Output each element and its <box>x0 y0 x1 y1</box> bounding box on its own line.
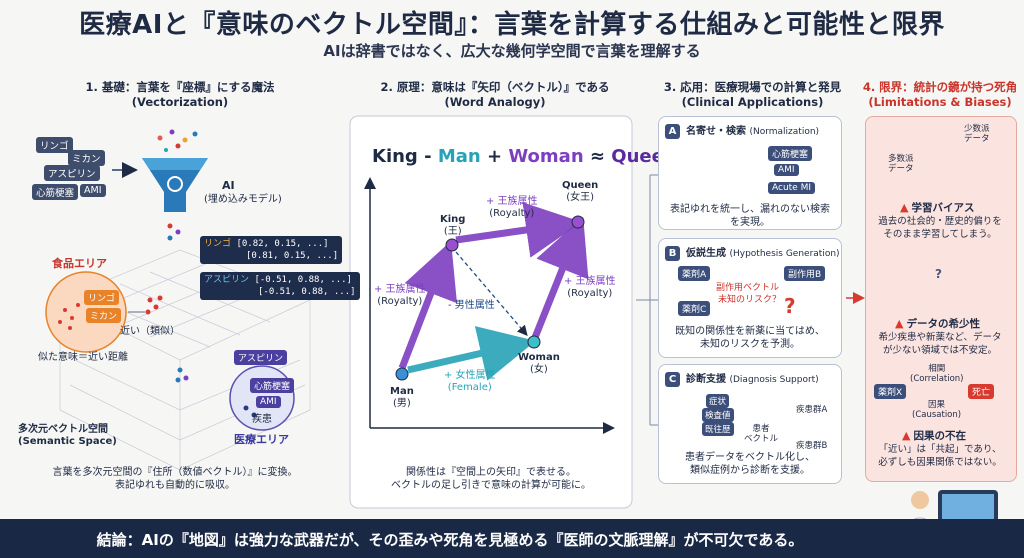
analogy-panel <box>349 115 633 509</box>
disease-group-a: 疾患群A <box>796 405 828 415</box>
unknown-risk-label: 未知のリスク？ <box>718 295 782 305</box>
near-label: 近い（類似） <box>120 326 180 337</box>
scarcity-title: ▲ データの希少性 <box>895 317 980 330</box>
minority-label: 少数派 データ <box>964 124 990 144</box>
woman-label: Woman (女) <box>518 352 560 375</box>
unknown-risk-qmark: ? <box>784 294 796 318</box>
man-label: Man (男) <box>390 386 414 409</box>
page-title: 医療AIと『意味のベクトル空間』：言葉を計算する仕組みと可能性と限界 <box>79 10 945 40</box>
semantic-space-label: 多次元ベクトル空間 (Semantic Space) <box>18 424 117 447</box>
section4-heading: 4. 限界：統計の鏡が持つ死角 (Limitations & Biases) <box>862 80 1018 109</box>
card-b-title: 仮説生成 <box>686 248 726 259</box>
patient-vector-label: 患者 ベクトル <box>744 424 779 444</box>
vector-aspirin: アスピリン [-0.51, 0.88, ...] [-0.51, 0.88, ..… <box>200 272 360 300</box>
word-tag-ami: AMI <box>80 184 106 197</box>
king-label: King (王) <box>440 214 466 237</box>
drug-a: 薬剤A <box>678 266 711 281</box>
disease-group-b: 疾患群B <box>796 441 828 451</box>
card-normalization: A 名寄せ・検索 (Normalization) 表記ゆれを統一し、漏れのない検索… <box>658 116 842 230</box>
side-effect-vector-label: 副作用ベクトル <box>716 283 780 293</box>
female-attr-label: + 女性属性 (Female) <box>444 370 496 393</box>
limitations-panel <box>865 116 1017 482</box>
causation-label: 因果 (Causation) <box>912 400 962 420</box>
term-ami: AMI <box>774 164 799 176</box>
drug-x: 薬剤X <box>874 384 907 399</box>
card-a-letter: A <box>665 124 680 139</box>
term-mi: 心筋梗塞 <box>768 146 813 161</box>
ai-sublabel: (埋め込みモデル) <box>204 194 282 205</box>
section1-heading: 1. 基礎：言葉を『座標』にする魔法 (Vectorization) <box>85 80 275 109</box>
analogy-equation: King - Man + Woman ≈ Queen <box>372 146 677 167</box>
card-c-letter: C <box>665 372 680 387</box>
input-symptom: 症状 <box>706 394 730 408</box>
causal-title: ▲ 因果の不在 <box>902 429 966 442</box>
card-a-title: 名寄せ・検索 <box>686 126 746 137</box>
card-hypothesis: B 仮説生成 (Hypothesis Generation) 既知の関係性を新薬に… <box>658 238 842 358</box>
royalty-label-right: + 王族属性 (Royalty) <box>564 276 616 299</box>
card-c-desc: 患者データをベクトル化し、 類似症例から診断を支援。 <box>685 452 815 476</box>
causal-desc: 「近い」は「共起」であり、 必ずしも因果関係ではない。 <box>878 444 1002 468</box>
medical-item-ami: AMI <box>256 396 281 408</box>
conclusion-bar: 結論：AIの『地図』は強力な武器だが、その歪みや死角を見極める『医師の文脈理解』… <box>0 519 1024 558</box>
input-lab: 検査値 <box>702 408 734 422</box>
male-attr-label: - 男性属性 <box>448 300 495 311</box>
ai-label: AI <box>222 179 235 192</box>
section2-heading: 2. 原理：意味は『矢印（ベクトル）』である (Word Analogy) <box>380 80 610 109</box>
term-acute-mi: Acute MI <box>768 182 815 194</box>
medical-area-label: 医療エリア <box>234 433 289 446</box>
input-history: 既往歴 <box>702 422 734 436</box>
ai-funnel-icon <box>142 129 208 212</box>
side-effect-b: 副作用B <box>784 266 826 281</box>
food-area-label: 食品エリア <box>52 257 107 270</box>
section1-caption: 言葉を多次元空間の『住所（数値ベクトル）』に変換。 表記ゆれも自動的に吸収。 <box>52 467 298 491</box>
warning-icon-3: ▲ <box>902 429 911 442</box>
card-diagnosis: C 診断支援 (Diagnosis Support) 患者データをベクトル化し、類… <box>658 364 842 484</box>
bias-title: ▲ 学習バイアス <box>900 201 975 214</box>
bias-desc: 過去の社会的・歴史的偏りを そのまま学習してしまう。 <box>878 216 1002 240</box>
drug-c: 薬剤C <box>678 301 711 316</box>
card-a-desc: 表記ゆれを統一し、漏れのない検索 を実現。 <box>670 204 830 228</box>
page-subtitle: AIは辞書ではなく、広大な幾何学空間で言葉を理解する <box>323 42 701 60</box>
word-tag-apple: リンゴ <box>36 137 73 153</box>
warning-icon-2: ▲ <box>895 317 904 330</box>
correlation-label: 相関 (Correlation) <box>910 364 964 384</box>
majority-label: 多数派 データ <box>888 154 914 174</box>
similar-label: 似た意味＝近い距離 <box>38 352 128 363</box>
disease-label: 疾患 <box>252 414 272 425</box>
word-tag-mi: 心筋梗塞 <box>32 184 79 200</box>
conclusion-text: 結論：AIの『地図』は強力な武器だが、その歪みや死角を見極める『医師の文脈理解』… <box>96 531 804 549</box>
card-c-title: 診断支援 <box>686 374 726 385</box>
vector-apple: リンゴ [0.82, 0.15, ...] [0.81, 0.15, ...] <box>200 236 343 264</box>
medical-item-aspirin: アスピリン <box>234 350 288 365</box>
queen-label: Queen (女王) <box>562 180 599 203</box>
card-b-desc: 既知の関係性を新薬に当てはめ、 未知のリスクを予測。 <box>675 326 825 350</box>
medical-item-mi: 心筋梗塞 <box>250 378 295 393</box>
section3-heading: 3. 応用：医療現場での計算と発見 (Clinical Applications) <box>663 80 842 109</box>
card-b-letter: B <box>665 246 680 261</box>
word-tag-orange: ミカン <box>68 150 105 166</box>
warning-icon: ▲ <box>900 201 909 214</box>
royalty-label-top: + 王族属性 (Royalty) <box>486 196 538 219</box>
royalty-label-left: + 王族属性 (Royalty) <box>374 284 426 307</box>
death-label: 死亡 <box>968 384 995 399</box>
scarcity-desc: 希少疾患や新薬など、データ が少ない領域では不安定。 <box>878 332 1002 356</box>
food-item-orange: ミカン <box>86 308 122 323</box>
food-item-apple: リンゴ <box>84 290 120 305</box>
section2-caption: 関係性は『空間上の矢印』で表せる。 ベクトルの足し引きで意味の計算が可能に。 <box>391 467 591 491</box>
word-tag-aspirin: アスピリン <box>44 165 100 181</box>
scarcity-qmark: ? <box>935 267 942 281</box>
